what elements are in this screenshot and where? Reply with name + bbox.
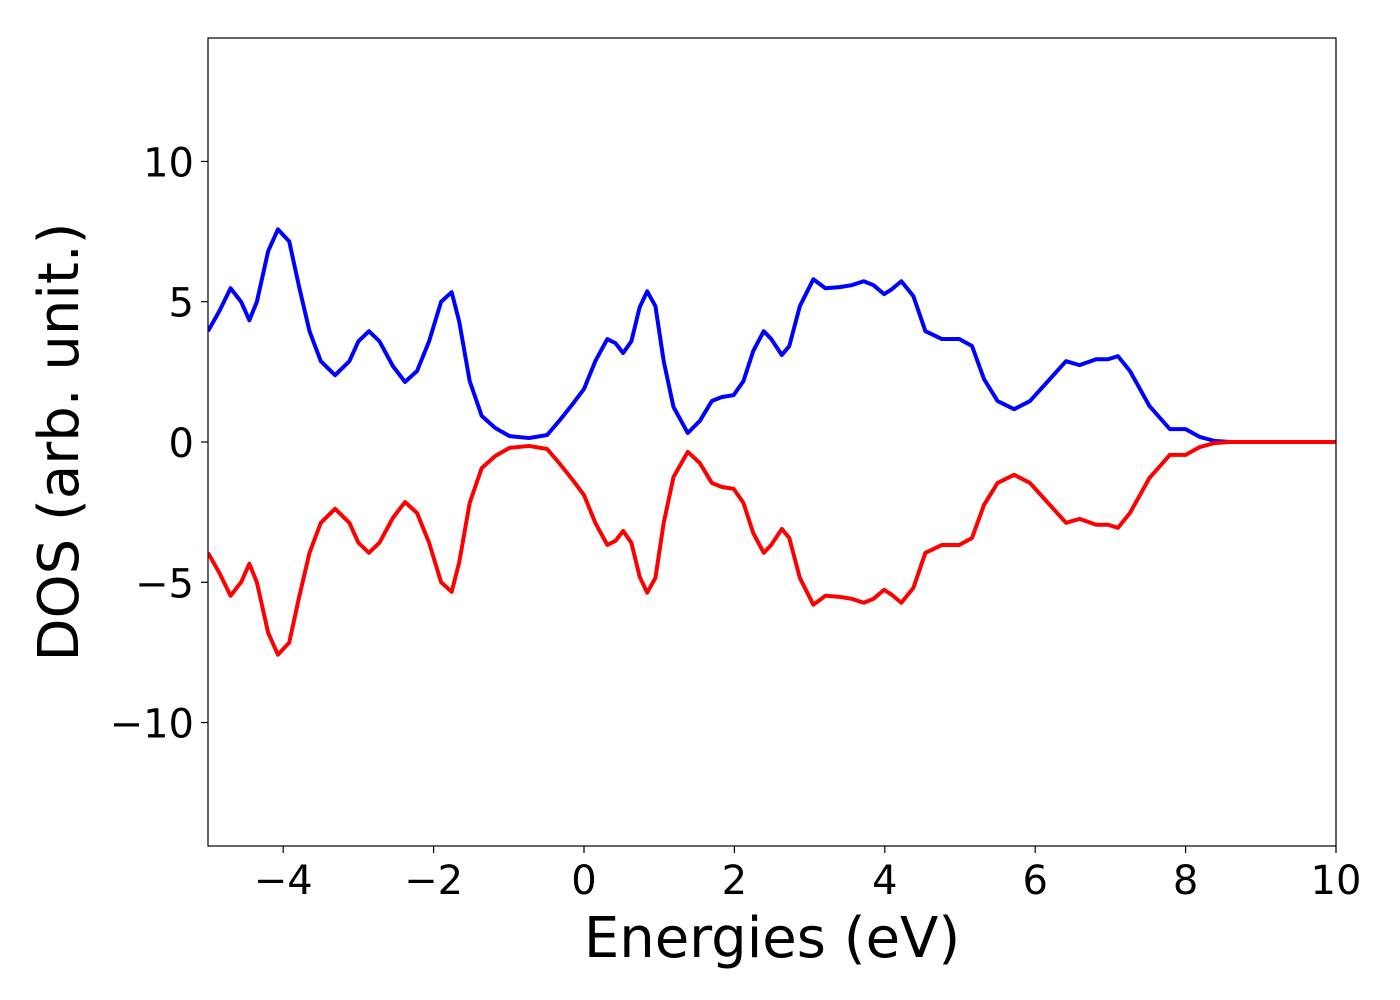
- x-tick-label: 6: [1022, 858, 1047, 904]
- x-tick-label: −4: [254, 858, 313, 904]
- y-tick-label: −5: [135, 561, 194, 607]
- x-tick-label: 4: [872, 858, 897, 904]
- dos-line: [208, 227, 1336, 444]
- y-tick-label: 5: [169, 281, 194, 327]
- x-tick-label: 8: [1173, 858, 1198, 904]
- x-tick-label: −2: [404, 858, 463, 904]
- x-tick-label: 2: [722, 858, 747, 904]
- x-tick-label: 0: [571, 858, 596, 904]
- y-tick-label: −10: [110, 702, 194, 748]
- y-axis-label: DOS (arb. unit.): [27, 222, 92, 661]
- x-axis-label: Energies (eV): [584, 906, 960, 971]
- x-tick-label: 10: [1311, 858, 1362, 904]
- y-tick-label: 10: [143, 140, 194, 186]
- dos-line: [208, 440, 1336, 657]
- plot-frame: [207, 37, 1337, 847]
- y-tick-label: 0: [169, 421, 194, 467]
